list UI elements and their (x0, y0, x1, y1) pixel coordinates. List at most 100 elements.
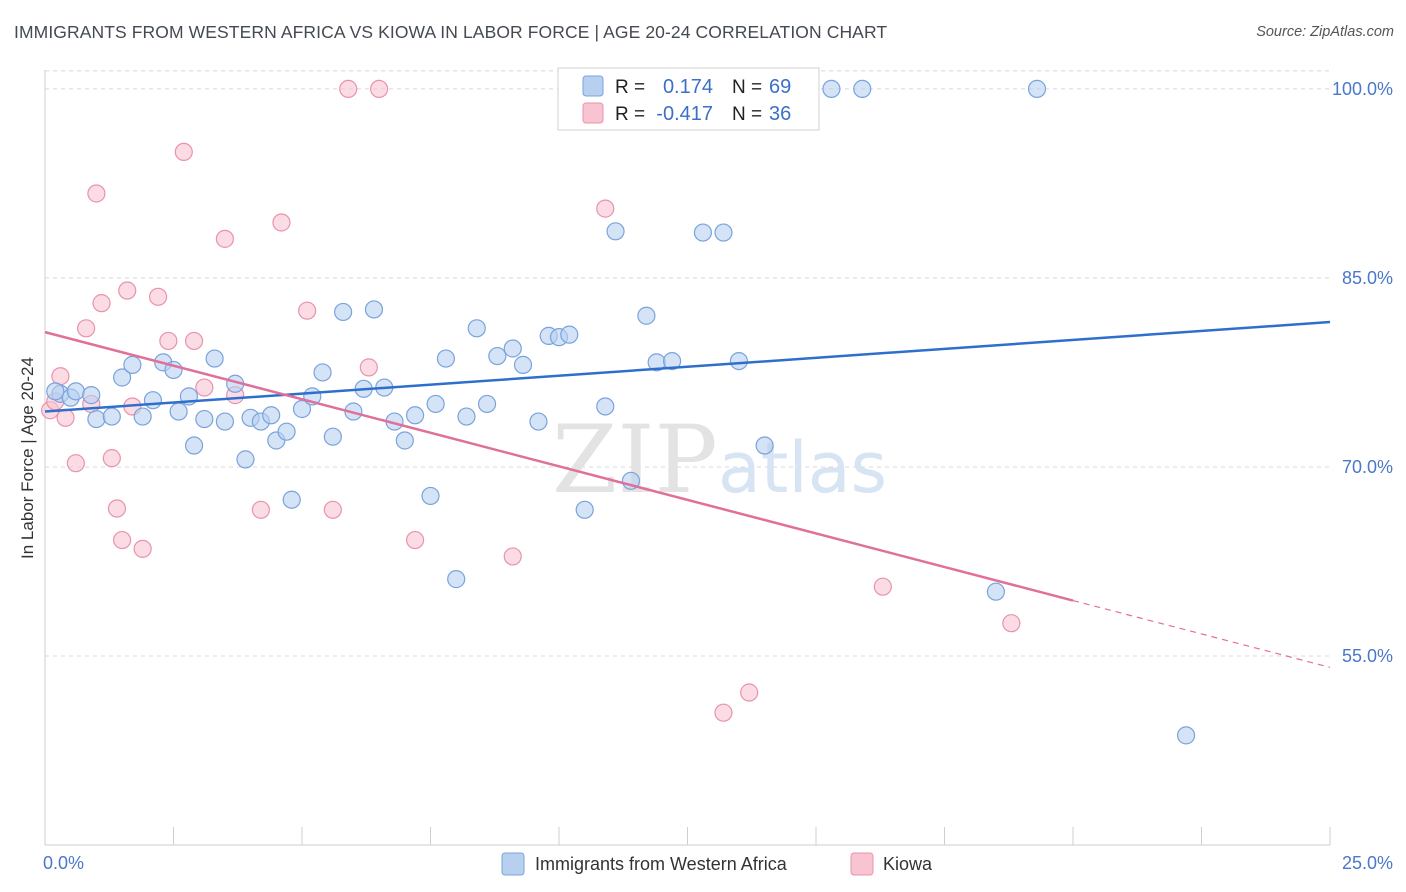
kiowa-point (77, 319, 96, 338)
western-africa-point (477, 394, 497, 414)
western-africa-point (693, 223, 713, 242)
kiowa-point (215, 229, 234, 248)
legend-label-western-africa: Immigrants from Western Africa (535, 854, 788, 874)
western-africa-point (184, 436, 204, 455)
western-africa-point (421, 486, 440, 506)
kiowa-point (148, 287, 168, 306)
western-africa-point (529, 412, 548, 431)
stats-n-label-blue: N = (732, 77, 762, 98)
kiowa-point (184, 331, 204, 351)
stats-r-label-pink: R = (615, 104, 645, 125)
western-africa-point (66, 382, 85, 401)
western-africa-point (87, 409, 106, 429)
y-axis-title: In Labor Force | Age 20-24 (18, 357, 37, 559)
stats-r-value-pink: -0.417 (656, 103, 713, 125)
western-africa-point (575, 500, 594, 519)
y-tick-label: 85.0% (1342, 268, 1393, 288)
western-africa-point (405, 406, 425, 425)
kiowa-point (503, 547, 522, 566)
kiowa-point (112, 530, 132, 550)
western-africa-point (112, 368, 132, 387)
axes (44, 70, 1331, 846)
gridlines (45, 70, 1330, 657)
kiowa-point (107, 499, 127, 518)
western-africa-point (102, 407, 121, 426)
western-africa-point (755, 436, 774, 455)
stats-r-value-blue: 0.174 (663, 76, 713, 98)
trend-line-kiowa-extension (1072, 599, 1331, 668)
western-africa-points (46, 79, 1196, 745)
western-africa-point (236, 450, 255, 469)
kiowa-point (51, 367, 70, 386)
western-africa-point (205, 349, 224, 368)
western-africa-point (637, 306, 656, 325)
western-africa-point (334, 302, 353, 322)
western-africa-point (822, 79, 841, 99)
legend-swatch-western-africa (501, 852, 525, 876)
kiowa-point (1002, 614, 1021, 633)
trend-lines (44, 320, 1331, 668)
western-africa-point (457, 407, 476, 426)
western-africa-point (986, 582, 1006, 601)
western-africa-point (447, 570, 466, 589)
western-africa-point (729, 351, 749, 371)
western-africa-point (513, 355, 533, 374)
kiowa-point (87, 184, 106, 203)
western-africa-point (82, 386, 101, 405)
western-africa-point (46, 382, 65, 401)
western-africa-point (503, 339, 522, 358)
western-africa-point (195, 409, 214, 429)
western-africa-point (323, 427, 342, 446)
kiowa-point (298, 301, 317, 320)
trend-line-kiowa (44, 330, 1074, 602)
stats-legend-swatch-pink (582, 102, 604, 124)
western-africa-point (426, 394, 445, 414)
kiowa-point (66, 454, 85, 473)
watermark: ZIP atlas (552, 406, 887, 515)
stats-legend-swatch-blue (582, 75, 604, 97)
kiowa-point (272, 213, 291, 232)
legend-label-kiowa: Kiowa (883, 854, 933, 874)
chart-title: IMMIGRANTS FROM WESTERN AFRICA VS KIOWA … (14, 22, 888, 42)
legend-swatch-kiowa (850, 852, 874, 876)
western-africa-point (143, 391, 163, 410)
stats-legend: R = 0.174 N = 69 R = -0.417 N = 36 (557, 67, 820, 131)
kiowa-point (714, 703, 733, 722)
western-africa-point (262, 406, 281, 425)
western-africa-point (560, 325, 579, 344)
x-tick-label: 25.0% (1342, 853, 1393, 873)
y-tick-label: 55.0% (1342, 646, 1393, 666)
western-africa-point (395, 431, 414, 450)
kiowa-point (133, 539, 152, 558)
watermark-atlas: atlas (718, 427, 887, 509)
y-tick-label: 70.0% (1342, 457, 1393, 477)
stats-n-value-blue: 69 (769, 76, 791, 98)
kiowa-point (159, 331, 178, 351)
western-africa-point (277, 422, 296, 441)
western-africa-point (364, 300, 384, 319)
kiowa-point (596, 199, 615, 218)
kiowa-point (56, 408, 75, 427)
kiowa-point (195, 378, 214, 397)
western-africa-point (1176, 726, 1196, 745)
western-africa-point (714, 223, 733, 242)
western-africa-point (123, 355, 142, 374)
western-africa-point (596, 397, 615, 416)
western-africa-point (1027, 79, 1047, 99)
western-africa-point (436, 349, 456, 368)
kiowa-point (118, 281, 137, 300)
kiowa-point (873, 577, 892, 596)
kiowa-point (174, 142, 193, 162)
western-africa-point (313, 363, 332, 382)
western-africa-point (169, 402, 188, 421)
western-africa-point (488, 346, 507, 366)
kiowa-point (323, 500, 342, 519)
watermark-zip: ZIP (552, 406, 718, 515)
western-africa-point (662, 351, 682, 371)
stats-r-label-blue: R = (615, 77, 645, 98)
stats-n-label-pink: N = (732, 104, 762, 125)
western-africa-point (606, 222, 625, 241)
western-africa-point (467, 319, 486, 338)
kiowa-point (405, 530, 425, 550)
